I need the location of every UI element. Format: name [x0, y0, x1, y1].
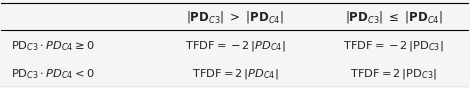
Text: $|\mathbf{PD}_{C3}|\ \leq\ |\mathbf{PD}_{C4}|$: $|\mathbf{PD}_{C3}|\ \leq\ |\mathbf{PD}_…: [345, 9, 443, 25]
Text: $\mathrm{PD}_{C3} \cdot \mathit{PD}_{C4} < 0$: $\mathrm{PD}_{C3} \cdot \mathit{PD}_{C4}…: [11, 67, 94, 81]
Text: $\mathrm{TFDF} = -2\,|\mathit{PD}_{C4}|$: $\mathrm{TFDF} = -2\,|\mathit{PD}_{C4}|$: [185, 39, 285, 53]
Text: $\mathrm{TFDF} = 2\,|\mathrm{PD}_{C3}|$: $\mathrm{TFDF} = 2\,|\mathrm{PD}_{C3}|$: [351, 67, 437, 81]
Text: $\mathrm{PD}_{C3} \cdot \mathit{PD}_{C4} \geq 0$: $\mathrm{PD}_{C3} \cdot \mathit{PD}_{C4}…: [11, 39, 94, 53]
Text: $\mathrm{TFDF} = -2\,|\mathrm{PD}_{C3}|$: $\mathrm{TFDF} = -2\,|\mathrm{PD}_{C3}|$: [344, 39, 444, 53]
Text: $|\mathbf{PD}_{C3}|\ >\ |\mathbf{PD}_{C4}|$: $|\mathbf{PD}_{C3}|\ >\ |\mathbf{PD}_{C4…: [186, 9, 284, 25]
Text: $\mathrm{TFDF} = 2\,|\mathit{PD}_{C4}|$: $\mathrm{TFDF} = 2\,|\mathit{PD}_{C4}|$: [192, 67, 278, 81]
